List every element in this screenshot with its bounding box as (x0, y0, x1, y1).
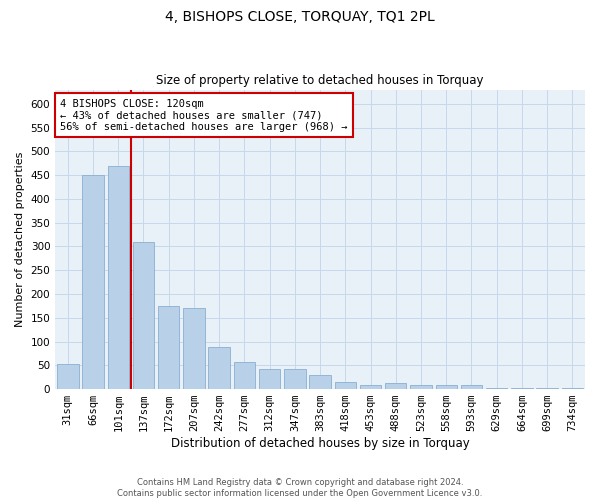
Bar (183, 308, 205, 389)
Bar (158, 306, 179, 389)
Text: Contains HM Land Registry data © Crown copyright and database right 2024.
Contai: Contains HM Land Registry data © Crown c… (118, 478, 482, 498)
Bar (310, 375, 331, 389)
Bar (133, 242, 154, 389)
X-axis label: Distribution of detached houses by size in Torquay: Distribution of detached houses by size … (171, 437, 469, 450)
Text: 4, BISHOPS CLOSE, TORQUAY, TQ1 2PL: 4, BISHOPS CLOSE, TORQUAY, TQ1 2PL (165, 10, 435, 24)
Bar (57, 364, 79, 389)
Bar (82, 175, 104, 389)
Bar (486, 388, 508, 389)
Bar (511, 388, 533, 389)
Bar (562, 388, 583, 389)
Text: 4 BISHOPS CLOSE: 120sqm
← 43% of detached houses are smaller (747)
56% of semi-d: 4 BISHOPS CLOSE: 120sqm ← 43% of detache… (61, 98, 348, 132)
Bar (233, 362, 255, 389)
Bar (335, 382, 356, 389)
Bar (436, 386, 457, 389)
Bar (107, 166, 129, 389)
Bar (410, 386, 432, 389)
Bar (461, 386, 482, 389)
Title: Size of property relative to detached houses in Torquay: Size of property relative to detached ho… (157, 74, 484, 87)
Bar (284, 369, 305, 389)
Bar (360, 386, 381, 389)
Bar (536, 388, 558, 389)
Bar (208, 347, 230, 389)
Y-axis label: Number of detached properties: Number of detached properties (15, 152, 25, 327)
Bar (259, 369, 280, 389)
Bar (385, 383, 406, 389)
